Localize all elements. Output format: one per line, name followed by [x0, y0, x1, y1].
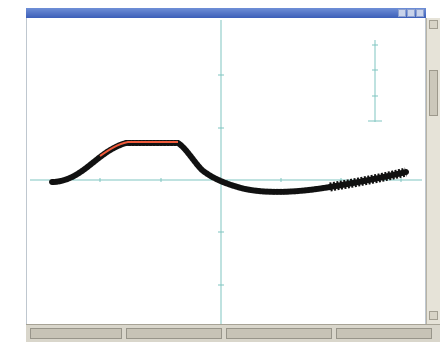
vertical-scrollbar[interactable]	[426, 18, 440, 324]
minimize-icon[interactable]	[398, 9, 406, 17]
status-cell	[336, 328, 432, 339]
y-axis-ticks	[218, 74, 224, 286]
side-scale	[368, 40, 382, 122]
status-bar	[26, 324, 440, 342]
close-icon[interactable]	[416, 9, 424, 17]
title-bar[interactable]	[26, 8, 426, 18]
status-cell	[226, 328, 332, 339]
data-curve-tail	[329, 167, 408, 192]
chevron-down-icon[interactable]	[429, 311, 438, 320]
window-controls	[398, 9, 424, 17]
status-cell	[126, 328, 222, 339]
maximize-icon[interactable]	[407, 9, 415, 17]
highlight-segment	[99, 141, 178, 157]
status-cell	[30, 328, 122, 339]
chevron-up-icon[interactable]	[429, 20, 438, 29]
scroll-thumb[interactable]	[429, 70, 438, 116]
plot-canvas-frame	[26, 18, 426, 324]
left-gutter	[0, 0, 26, 342]
